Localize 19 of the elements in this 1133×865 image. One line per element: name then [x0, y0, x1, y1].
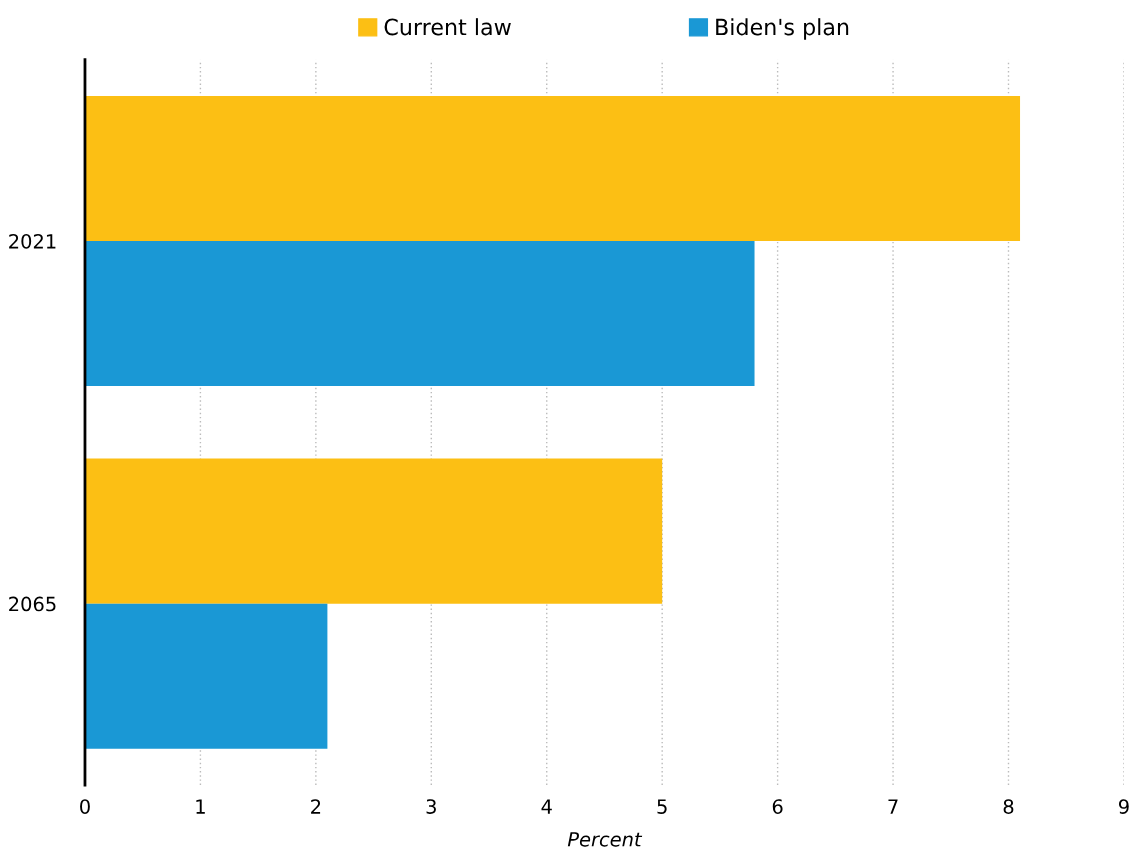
x-tick-label: 0: [80, 799, 90, 814]
y-tick-label: 2021: [9, 233, 56, 249]
x-tick-label: 6: [772, 799, 783, 814]
bar: [84, 458, 663, 604]
bar: [84, 95, 1021, 242]
legend-label: Biden's plan: [716, 18, 849, 40]
bar: [84, 603, 328, 749]
x-tick-label: 3: [426, 799, 436, 814]
x-tick-label: 2: [311, 799, 321, 814]
x-tick-label: 4: [541, 799, 552, 814]
x-tick-label: 8: [1003, 799, 1014, 814]
x-axis-title: Percent: [567, 832, 643, 847]
x-tick-label: 5: [657, 799, 667, 814]
x-tick-label: 7: [888, 799, 898, 814]
x-tick-label: 1: [196, 799, 205, 814]
x-tick-label: 9: [1118, 799, 1129, 814]
y-tick-label: 2065: [9, 596, 56, 612]
legend-label: Current law: [384, 18, 511, 36]
bar: [84, 241, 755, 387]
